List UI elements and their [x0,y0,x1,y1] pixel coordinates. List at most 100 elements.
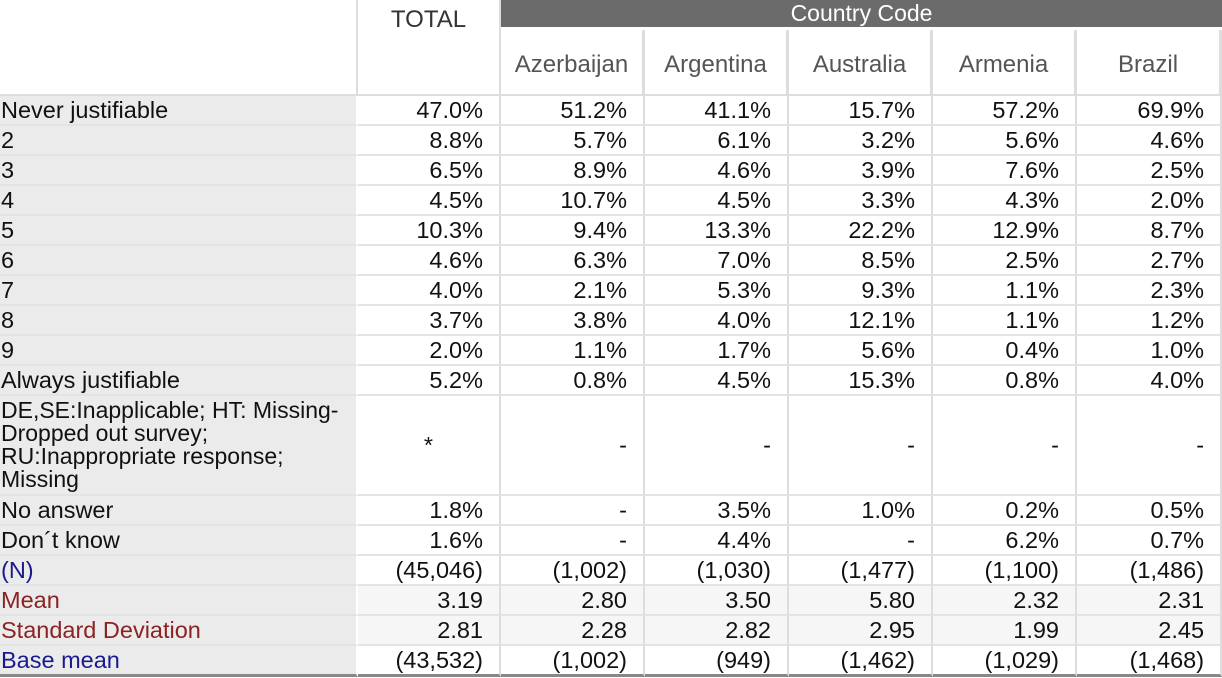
cell-brazil: 2.5% [1077,156,1222,186]
table-row: Don´t know 1.6% - 4.4% - 6.2% 0.7% [0,526,1222,556]
cell-australia: 3.2% [789,126,933,156]
column-header-azerbaijan: Azerbaijan [501,30,645,96]
cell-total: (45,046) [358,556,501,586]
cell-argentina: 3.5% [645,496,789,526]
country-code-group-header: Country Code [501,0,1222,30]
cell-brazil: 2.45 [1077,616,1222,646]
cell-azerbaijan: 3.8% [501,306,645,336]
cell-brazil: 2.0% [1077,186,1222,216]
row-label: Don´t know [0,526,358,556]
cell-azerbaijan: 9.4% [501,216,645,246]
cell-azerbaijan: (1,002) [501,646,645,677]
cell-argentina: 2.82 [645,616,789,646]
table-row-n: (N) (45,046) (1,002) (1,030) (1,477) (1,… [0,556,1222,586]
cell-argentina: 3.50 [645,586,789,616]
table-row: 6 4.6% 6.3% 7.0% 8.5% 2.5% 2.7% [0,246,1222,276]
header-corner [0,0,358,96]
table-row: Always justifiable 5.2% 0.8% 4.5% 15.3% … [0,366,1222,396]
cell-armenia: 1.1% [933,306,1077,336]
table-row: 3 6.5% 8.9% 4.6% 3.9% 7.6% 2.5% [0,156,1222,186]
cell-argentina: 13.3% [645,216,789,246]
cell-argentina: 6.1% [645,126,789,156]
cell-armenia: - [933,396,1077,496]
cell-total: 3.7% [358,306,501,336]
column-header-australia: Australia [789,30,933,96]
cell-argentina: 4.4% [645,526,789,556]
cell-australia: 5.80 [789,586,933,616]
cell-total: 4.6% [358,246,501,276]
cell-brazil: (1,468) [1077,646,1222,677]
cell-total: 5.2% [358,366,501,396]
column-header-brazil: Brazil [1077,30,1222,96]
column-header-armenia: Armenia [933,30,1077,96]
cell-azerbaijan: 2.28 [501,616,645,646]
cell-armenia: 5.6% [933,126,1077,156]
row-label: 9 [0,336,358,366]
table-row: 7 4.0% 2.1% 5.3% 9.3% 1.1% 2.3% [0,276,1222,306]
cell-azerbaijan: 10.7% [501,186,645,216]
row-label: Mean [0,586,358,616]
cell-argentina: 41.1% [645,96,789,126]
row-label: 3 [0,156,358,186]
cell-armenia: 2.32 [933,586,1077,616]
row-label: 5 [0,216,358,246]
cell-total: 2.81 [358,616,501,646]
cell-brazil: 2.31 [1077,586,1222,616]
cell-azerbaijan: (1,002) [501,556,645,586]
cell-armenia: 0.8% [933,366,1077,396]
row-label: DE,SE:Inapplicable; HT: Missing-Dropped … [0,396,358,496]
cell-australia: 2.95 [789,616,933,646]
cell-australia: 5.6% [789,336,933,366]
cell-armenia: 6.2% [933,526,1077,556]
cell-australia: 9.3% [789,276,933,306]
cell-australia: 15.3% [789,366,933,396]
cell-brazil: - [1077,396,1222,496]
cell-brazil: 4.6% [1077,126,1222,156]
table-row: 8 3.7% 3.8% 4.0% 12.1% 1.1% 1.2% [0,306,1222,336]
cell-australia: (1,462) [789,646,933,677]
cell-armenia: 12.9% [933,216,1077,246]
column-header-argentina: Argentina [645,30,789,96]
cell-brazil: 1.0% [1077,336,1222,366]
row-label: (N) [0,556,358,586]
cell-australia: 8.5% [789,246,933,276]
cell-australia: 3.9% [789,156,933,186]
cell-total: 1.6% [358,526,501,556]
table-row: Never justifiable 47.0% 51.2% 41.1% 15.7… [0,96,1222,126]
cell-australia: - [789,526,933,556]
cell-total: (43,532) [358,646,501,677]
cell-armenia: 1.99 [933,616,1077,646]
row-label: 6 [0,246,358,276]
cell-argentina: 5.3% [645,276,789,306]
cell-azerbaijan: - [501,496,645,526]
cell-australia: 22.2% [789,216,933,246]
cell-argentina: 4.5% [645,186,789,216]
table-row: 9 2.0% 1.1% 1.7% 5.6% 0.4% 1.0% [0,336,1222,366]
cell-brazil: 69.9% [1077,96,1222,126]
cell-argentina: 1.7% [645,336,789,366]
cell-azerbaijan: 2.80 [501,586,645,616]
cell-armenia: 7.6% [933,156,1077,186]
cell-azerbaijan: - [501,526,645,556]
cell-argentina: 4.0% [645,306,789,336]
total-column-header: TOTAL [358,0,501,96]
cell-azerbaijan: 6.3% [501,246,645,276]
row-label: 2 [0,126,358,156]
row-label: No answer [0,496,358,526]
cell-armenia: (1,100) [933,556,1077,586]
cell-total: 4.5% [358,186,501,216]
cell-argentina: 4.5% [645,366,789,396]
cell-australia: 3.3% [789,186,933,216]
row-label: Always justifiable [0,366,358,396]
cell-brazil: 4.0% [1077,366,1222,396]
table-row: DE,SE:Inapplicable; HT: Missing-Dropped … [0,396,1222,496]
cell-total: 4.0% [358,276,501,306]
row-label: Never justifiable [0,96,358,126]
table-row-std-dev: Standard Deviation 2.81 2.28 2.82 2.95 1… [0,616,1222,646]
cell-azerbaijan: - [501,396,645,496]
cell-armenia: 0.2% [933,496,1077,526]
table-row-mean: Mean 3.19 2.80 3.50 5.80 2.32 2.31 [0,586,1222,616]
cell-australia: 12.1% [789,306,933,336]
row-label: Standard Deviation [0,616,358,646]
